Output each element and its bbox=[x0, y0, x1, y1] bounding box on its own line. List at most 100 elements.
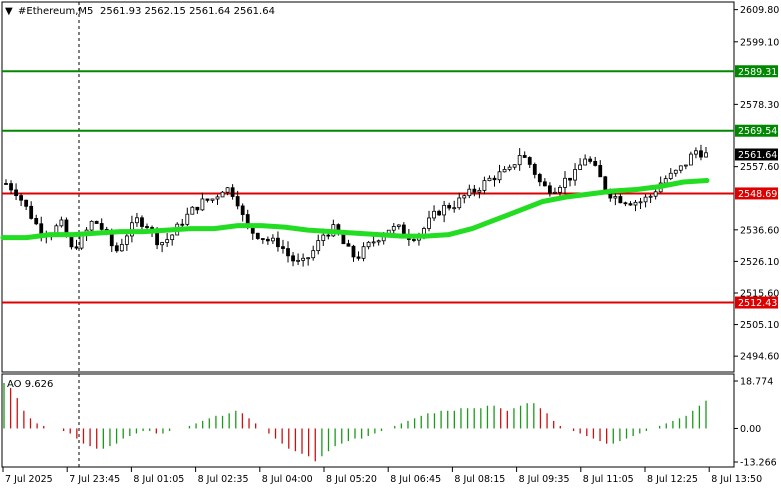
candle bbox=[563, 171, 567, 194]
oscillator-axis: 18.774 0.00 -13.266 bbox=[734, 377, 777, 469]
candle bbox=[497, 164, 502, 184]
ao-tick-label: -13.266 bbox=[740, 458, 777, 469]
price-tick-label: 2494.60 bbox=[740, 352, 779, 363]
candle bbox=[623, 201, 628, 207]
candle bbox=[694, 147, 698, 159]
price-tick-label: 2578.30 bbox=[740, 100, 779, 111]
candle bbox=[558, 185, 562, 196]
candle bbox=[452, 200, 457, 213]
candle bbox=[165, 233, 170, 247]
candle bbox=[276, 231, 280, 252]
time-tick-label: 8 Jul 06:45 bbox=[390, 474, 441, 485]
candle bbox=[240, 203, 245, 222]
time-tick-label: 8 Jul 09:35 bbox=[519, 474, 570, 485]
candle bbox=[185, 207, 190, 227]
moving-average-line bbox=[0, 178, 710, 241]
candle bbox=[119, 238, 124, 252]
candle bbox=[140, 215, 144, 230]
candle bbox=[89, 220, 94, 232]
collapse-arrow-icon[interactable]: ▼ bbox=[5, 6, 13, 17]
candle bbox=[688, 151, 693, 166]
candle bbox=[376, 239, 381, 246]
time-tick-label: 8 Jul 12:25 bbox=[647, 474, 698, 485]
ao-histogram bbox=[3, 382, 707, 462]
candle bbox=[588, 156, 593, 164]
candle bbox=[281, 239, 285, 254]
candle bbox=[371, 235, 376, 247]
candle bbox=[583, 154, 588, 166]
candle bbox=[205, 198, 210, 203]
candle bbox=[578, 158, 583, 170]
candle bbox=[215, 194, 220, 205]
price-tick-label: 2599.10 bbox=[740, 37, 779, 48]
candle bbox=[220, 190, 225, 198]
price-axis: 2609.80 2599.10 2578.30 2557.60 2536.60 2526.… bbox=[734, 5, 779, 363]
candle bbox=[487, 175, 492, 182]
candle bbox=[114, 242, 119, 253]
candle bbox=[24, 199, 29, 211]
candle bbox=[361, 242, 366, 262]
candle bbox=[210, 198, 215, 204]
candle bbox=[19, 193, 24, 207]
candle bbox=[291, 252, 295, 267]
candle bbox=[4, 179, 8, 185]
ao-tick-label: 0.00 bbox=[740, 424, 761, 435]
time-tick-label: 8 Jul 04:00 bbox=[262, 474, 313, 485]
time-tick-label: 7 Jul 23:45 bbox=[69, 474, 120, 485]
candle bbox=[230, 184, 235, 200]
time-tick-label: 8 Jul 02:35 bbox=[198, 474, 249, 485]
candle bbox=[286, 241, 290, 263]
candle bbox=[437, 209, 441, 216]
candle bbox=[704, 147, 708, 158]
oscillator-pane[interactable] bbox=[1, 373, 735, 468]
candle bbox=[633, 199, 638, 212]
time-tick-label: 8 Jul 05:20 bbox=[326, 474, 377, 485]
candle bbox=[442, 200, 447, 223]
candle bbox=[200, 192, 205, 211]
resistance-level-tag bbox=[735, 65, 778, 78]
oscillator-label: AO 9.626 bbox=[7, 379, 53, 390]
candle bbox=[160, 241, 165, 253]
candle bbox=[94, 220, 99, 224]
candle bbox=[190, 205, 195, 215]
current-price-tag bbox=[735, 148, 778, 161]
candle bbox=[432, 205, 436, 222]
candle bbox=[447, 202, 452, 211]
support-level-tag bbox=[735, 296, 778, 309]
candle bbox=[512, 164, 517, 170]
level-label: 2569.54 bbox=[738, 126, 777, 137]
candle bbox=[699, 144, 703, 161]
candle bbox=[235, 190, 240, 210]
candle bbox=[492, 175, 497, 187]
candle bbox=[59, 216, 64, 228]
candle bbox=[618, 193, 623, 204]
candle bbox=[593, 156, 598, 167]
resistance-level-tag bbox=[735, 124, 778, 137]
candle bbox=[356, 251, 361, 261]
candle bbox=[648, 194, 653, 204]
candle bbox=[366, 240, 371, 250]
level-label: 2512.43 bbox=[738, 298, 777, 309]
candle bbox=[9, 180, 13, 194]
candle bbox=[522, 151, 527, 158]
candle bbox=[502, 166, 507, 173]
candle bbox=[271, 234, 275, 245]
price-pane[interactable] bbox=[1, 1, 735, 373]
time-tick-label: 8 Jul 08:15 bbox=[454, 474, 505, 485]
time-tick-label: 7 Jul 2025 bbox=[5, 474, 53, 485]
candle bbox=[74, 239, 79, 250]
price-tick-label: 2536.60 bbox=[740, 225, 779, 236]
candles bbox=[4, 144, 708, 267]
time-tick-label: 8 Jul 13:50 bbox=[711, 474, 762, 485]
candle bbox=[542, 178, 547, 187]
candle bbox=[477, 187, 482, 199]
candle bbox=[573, 163, 577, 186]
time-axis: 7 Jul 2025 7 Jul 23:45 8 Jul 01:05 8 Jul 02… bbox=[2, 467, 762, 485]
candle bbox=[255, 232, 260, 240]
support-level-tag bbox=[735, 187, 778, 200]
candle bbox=[467, 184, 472, 199]
candle bbox=[668, 168, 673, 181]
candle bbox=[462, 194, 467, 204]
candle bbox=[598, 160, 603, 178]
